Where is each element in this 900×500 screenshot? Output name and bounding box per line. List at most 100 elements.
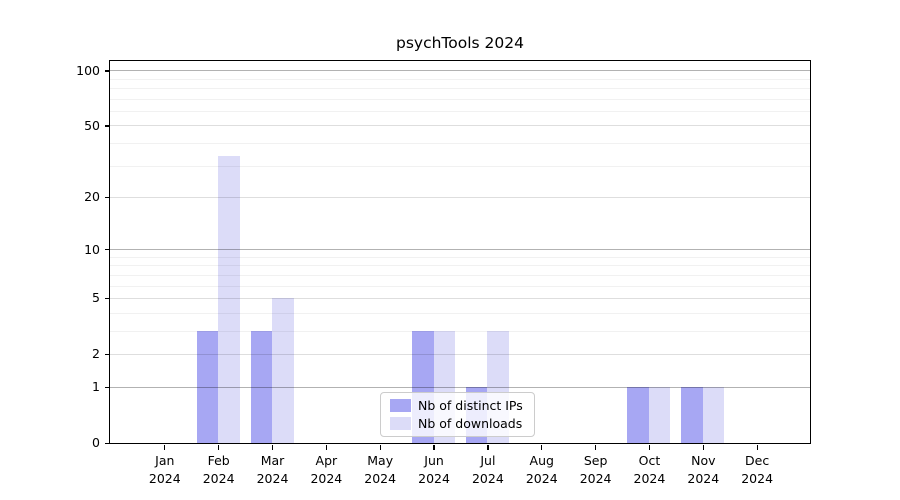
- x-tick-label: Jun 2024: [399, 452, 469, 488]
- y-tick-label: 50: [84, 117, 100, 133]
- x-tick-label: Nov 2024: [668, 452, 738, 488]
- gridline-minor: [109, 330, 810, 332]
- y-tick-label: 10: [84, 241, 100, 257]
- y-tick-label: 100: [76, 62, 100, 78]
- x-axis-tick: [271, 444, 274, 450]
- x-tick-label-year: 2024: [471, 471, 504, 486]
- legend-swatch-downloads: [390, 417, 411, 430]
- x-tick-label-month: Dec: [745, 453, 770, 468]
- x-tick-label-month: Apr: [315, 453, 338, 468]
- gridline-minor: [109, 165, 810, 167]
- bar-oct-downloads: [648, 386, 671, 443]
- x-tick-label: Jul 2024: [453, 452, 523, 488]
- gridline-minor: [109, 110, 810, 112]
- legend: Nb of distinct IPs Nb of downloads: [380, 392, 535, 437]
- x-tick-label: Oct 2024: [614, 452, 684, 488]
- x-tick-label-month: Feb: [207, 453, 230, 468]
- x-tick-label-month: Sep: [583, 453, 608, 468]
- bar-nov-downloads: [702, 386, 725, 443]
- bar-mar-downloads: [272, 298, 294, 443]
- x-axis-tick: [702, 444, 704, 450]
- y-axis-tick: [105, 353, 110, 356]
- x-tick-label-month: May: [367, 453, 394, 468]
- chart-title: psychTools 2024: [396, 34, 524, 52]
- bar-feb-distinct-ips: [196, 330, 219, 443]
- gridline-minor: [109, 265, 810, 267]
- y-axis-tick: [105, 249, 110, 251]
- bar-oct-distinct-ips: [627, 386, 649, 443]
- gridline-minor: [109, 274, 810, 276]
- y-tick-label: 5: [92, 290, 100, 306]
- gridline-major: [109, 196, 810, 198]
- gridline-minor: [109, 142, 810, 144]
- legend-label: Nb of distinct IPs: [418, 398, 523, 413]
- x-tick-label-month: Jul: [480, 453, 496, 468]
- x-tick-label: Dec 2024: [722, 452, 792, 488]
- x-tick-label-month: Aug: [529, 453, 554, 468]
- x-tick-label-year: 2024: [741, 471, 774, 486]
- plot-area: [108, 59, 811, 444]
- x-tick-label-year: 2024: [202, 471, 235, 486]
- x-axis-tick: [648, 444, 651, 450]
- x-tick-label: Feb 2024: [184, 452, 254, 488]
- gridline-minor: [109, 312, 810, 314]
- x-tick-label-year: 2024: [364, 471, 397, 486]
- x-axis-tick: [594, 444, 597, 450]
- x-tick-label: Apr 2024: [291, 452, 361, 488]
- y-tick-label: 0: [92, 435, 100, 450]
- gridline-major: [109, 353, 810, 355]
- x-tick-label: Jan 2024: [130, 452, 200, 488]
- x-tick-label: Sep 2024: [561, 452, 631, 488]
- y-tick-label: 2: [92, 346, 100, 362]
- x-tick-label-month: Oct: [638, 453, 661, 468]
- gridline-decade: [109, 249, 810, 251]
- gridline-minor: [109, 78, 810, 80]
- x-axis-tick: [325, 444, 327, 450]
- gridline-minor: [109, 285, 810, 287]
- x-tick-label-month: Jan: [155, 453, 175, 468]
- legend-item-downloads: Nb of downloads: [390, 416, 523, 431]
- x-tick-label-year: 2024: [687, 471, 720, 486]
- y-axis-tick: [105, 442, 110, 444]
- y-axis-tick: [105, 196, 110, 199]
- x-tick-label: May 2024: [345, 452, 415, 488]
- x-axis-tick: [379, 444, 381, 450]
- x-tick-label: Aug 2024: [507, 452, 577, 488]
- x-tick-label-month: Jun: [424, 453, 444, 468]
- x-axis-tick: [541, 444, 543, 450]
- x-axis-tick: [433, 444, 435, 450]
- y-axis-tick: [105, 297, 110, 300]
- x-tick-label-year: 2024: [579, 471, 612, 486]
- x-tick-label-year: 2024: [148, 471, 181, 486]
- x-axis-tick: [164, 444, 166, 450]
- y-axis-tick: [105, 70, 110, 72]
- x-tick-label-month: Mar: [260, 453, 285, 468]
- x-tick-label-year: 2024: [256, 471, 289, 486]
- gridline-major: [109, 125, 810, 127]
- x-tick-label: Mar 2024: [238, 452, 308, 488]
- x-axis-tick: [487, 444, 489, 450]
- y-tick-label: 1: [92, 379, 100, 395]
- x-tick-label-month: Nov: [691, 453, 716, 468]
- legend-swatch-distinct-ips: [390, 399, 411, 412]
- y-axis-tick: [105, 125, 110, 127]
- legend-item-distinct-ips: Nb of distinct IPs: [390, 398, 523, 413]
- gridline-major: [109, 297, 810, 299]
- legend-label: Nb of downloads: [418, 416, 523, 431]
- x-tick-label-year: 2024: [310, 471, 343, 486]
- gridline-decade: [109, 70, 810, 72]
- bar-feb-downloads: [218, 155, 240, 443]
- x-tick-label-year: 2024: [418, 471, 450, 486]
- x-tick-label-year: 2024: [525, 471, 558, 486]
- y-tick-label: 20: [84, 189, 100, 205]
- x-axis-tick: [756, 444, 758, 450]
- gridline-minor: [109, 256, 810, 258]
- gridline-minor: [109, 98, 810, 100]
- gridline-decade: [109, 386, 810, 388]
- x-axis-tick: [218, 444, 220, 450]
- y-axis-tick: [105, 386, 110, 388]
- x-tick-label-year: 2024: [633, 471, 666, 486]
- gridline-minor: [109, 88, 810, 90]
- bar-mar-distinct-ips: [250, 330, 272, 443]
